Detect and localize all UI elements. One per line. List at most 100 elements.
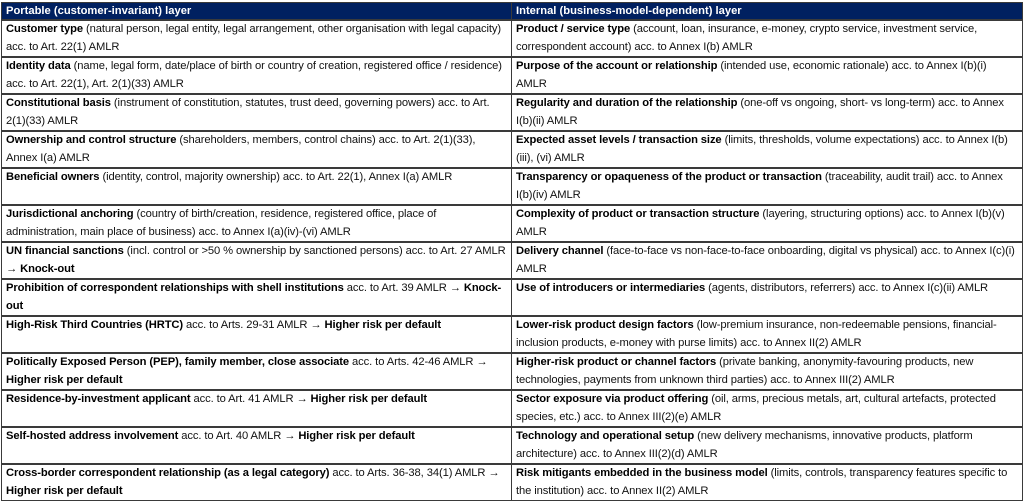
internal-layer-cell: Expected asset levels / transaction size…: [511, 130, 1023, 169]
portable-layer-cell: Politically Exposed Person (PEP), family…: [1, 352, 512, 391]
portable-layer-cell: Residence-by-investment applicant acc. t…: [1, 389, 512, 428]
cell-bold-text: Risk mitigants embedded in the business …: [516, 467, 768, 479]
cell-text: (country of birth/creation, residence, r…: [6, 208, 437, 238]
table-row: Prohibition of correspondent relationshi…: [1, 278, 1023, 317]
cell-text: (new delivery mechanisms, innovative pro…: [516, 430, 973, 460]
cell-bold-text: Customer type: [6, 23, 84, 35]
table-row: Constitutional basis (instrument of cons…: [1, 93, 1023, 132]
cell-bold-text: Identity data: [6, 60, 71, 72]
cell-text: (one-off vs ongoing, short- vs long-term…: [516, 97, 1004, 127]
cell-text: (name, legal form, date/place of birth o…: [6, 60, 502, 90]
cell-text: (intended use, economic rationale) acc. …: [516, 60, 987, 90]
cell-bold-text: Technology and operational setup: [516, 430, 695, 442]
cell-bold-text: Knock-out: [6, 282, 502, 312]
table-row: Customer type (natural person, legal ent…: [1, 19, 1023, 58]
cell-bold-text: Transparency or opaqueness of the produc…: [516, 171, 822, 183]
cell-bold-text: Ownership and control structure: [6, 134, 177, 146]
cell-text: acc. to Arts. 36-38, 34(1) AMLR →: [329, 467, 500, 479]
table-row: Beneficial owners (identity, control, ma…: [1, 167, 1023, 206]
portable-layer-cell: Cross-border correspondent relationship …: [1, 463, 512, 501]
cell-bold-text: Knock-out: [20, 262, 75, 275]
internal-layer-cell: Higher-risk product or channel factors (…: [511, 352, 1023, 391]
cell-bold-text: Lower-risk product design factors: [516, 319, 694, 331]
internal-layer-cell: Complexity of product or transaction str…: [511, 204, 1023, 243]
table-row: Residence-by-investment applicant acc. t…: [1, 389, 1023, 428]
internal-layer-cell: Risk mitigants embedded in the business …: [511, 463, 1023, 501]
cell-text: (shareholders, members, control chains) …: [6, 134, 476, 164]
cell-bold-text: Purpose of the account or relationship: [516, 60, 718, 72]
portable-layer-cell: Jurisdictional anchoring (country of bir…: [1, 204, 512, 243]
internal-layer-cell: Lower-risk product design factors (low-p…: [511, 315, 1023, 354]
cell-text: (identity, control, majority ownership) …: [99, 171, 453, 183]
cell-text: (face-to-face vs non-face-to-face onboar…: [516, 245, 1015, 275]
cell-text: (incl. control or >50 % ownership by san…: [6, 245, 506, 275]
cell-text: (instrument of constitution, statutes, t…: [6, 97, 490, 127]
cell-text: (natural person, legal entity, legal arr…: [6, 23, 502, 53]
table-row: Politically Exposed Person (PEP), family…: [1, 352, 1023, 391]
cell-text: (private banking, anonymity-favouring pr…: [516, 356, 974, 386]
table-row: Self-hosted address involvement acc. to …: [1, 426, 1023, 465]
portable-layer-cell: UN financial sanctions (incl. control or…: [1, 241, 512, 280]
cell-text: (layering, structuring options) acc. to …: [516, 208, 1005, 238]
cell-text: (agents, distributors, referrers) acc. t…: [705, 282, 989, 294]
cell-text: acc. to Art. 39 AMLR →: [343, 282, 464, 294]
cell-bold-text: Higher risk per default: [6, 484, 123, 497]
cell-text: acc. to Arts. 42-46 AMLR →: [349, 356, 488, 368]
cell-bold-text: High-Risk Third Countries (HRTC): [6, 319, 184, 331]
cell-bold-text: Higher risk per default: [298, 430, 415, 442]
cell-bold-text: Politically Exposed Person (PEP), family…: [6, 356, 350, 368]
cell-bold-text: Expected asset levels / transaction size: [516, 134, 722, 146]
portable-layer-cell: High-Risk Third Countries (HRTC) acc. to…: [1, 315, 512, 354]
cell-text: (low-premium insurance, non-redeemable p…: [516, 319, 997, 349]
portable-layer-cell: Identity data (name, legal form, date/pl…: [1, 56, 512, 95]
table-row: Ownership and control structure (shareho…: [1, 130, 1023, 169]
cell-bold-text: Higher-risk product or channel factors: [516, 356, 717, 368]
internal-layer-cell: Transparency or opaqueness of the produc…: [511, 167, 1023, 206]
portable-layer-cell: Prohibition of correspondent relationshi…: [1, 278, 512, 317]
cell-text: acc. to Art. 40 AMLR →: [178, 430, 299, 442]
internal-layer-cell: Product / service type (account, loan, i…: [511, 19, 1023, 58]
internal-layer-cell: Use of introducers or intermediaries (ag…: [511, 278, 1023, 317]
header-internal-layer: Internal (business-model-dependent) laye…: [511, 2, 1023, 21]
cell-bold-text: Jurisdictional anchoring: [6, 208, 134, 220]
cell-bold-text: Self-hosted address involvement: [6, 430, 179, 442]
cell-bold-text: UN financial sanctions: [6, 245, 124, 257]
cell-bold-text: Higher risk per default: [6, 373, 123, 386]
table-row: UN financial sanctions (incl. control or…: [1, 241, 1023, 280]
header-portable-layer: Portable (customer-invariant) layer: [1, 2, 512, 21]
portable-layer-cell: Ownership and control structure (shareho…: [1, 130, 512, 169]
cell-bold-text: Complexity of product or transaction str…: [516, 208, 760, 220]
table-row: Identity data (name, legal form, date/pl…: [1, 56, 1023, 95]
internal-layer-cell: Technology and operational setup (new de…: [511, 426, 1023, 465]
cell-bold-text: Constitutional basis: [6, 97, 111, 109]
table-row: Cross-border correspondent relationship …: [1, 463, 1023, 501]
cell-text: (traceability, audit trail) acc. to Anne…: [516, 171, 1003, 201]
cell-bold-text: Cross-border correspondent relationship …: [6, 467, 330, 479]
cell-bold-text: Delivery channel: [516, 245, 604, 257]
cell-text: (oil, arms, precious metals, art, cultur…: [516, 393, 996, 423]
table-row: Jurisdictional anchoring (country of bir…: [1, 204, 1023, 243]
portable-layer-cell: Self-hosted address involvement acc. to …: [1, 426, 512, 465]
internal-layer-cell: Delivery channel (face-to-face vs non-fa…: [511, 241, 1023, 280]
portable-layer-cell: Customer type (natural person, legal ent…: [1, 19, 512, 58]
cell-bold-text: Beneficial owners: [6, 171, 100, 183]
cell-bold-text: Product / service type: [516, 23, 631, 35]
internal-layer-cell: Regularity and duration of the relations…: [511, 93, 1023, 132]
cell-text: acc. to Arts. 29-31 AMLR →: [183, 319, 325, 331]
cell-text: (limits, thresholds, volume expectations…: [516, 134, 1008, 164]
internal-layer-cell: Sector exposure via product offering (oi…: [511, 389, 1023, 428]
table-body: Customer type (natural person, legal ent…: [1, 19, 1023, 501]
cell-bold-text: Prohibition of correspondent relationshi…: [6, 282, 344, 294]
cell-bold-text: Regularity and duration of the relations…: [516, 97, 738, 109]
table-row: High-Risk Third Countries (HRTC) acc. to…: [1, 315, 1023, 354]
cell-text: acc. to Art. 41 AMLR →: [190, 393, 311, 405]
cell-bold-text: Sector exposure via product offering: [516, 393, 709, 405]
cell-bold-text: Use of introducers or intermediaries: [516, 282, 706, 294]
portable-layer-cell: Constitutional basis (instrument of cons…: [1, 93, 512, 132]
cell-bold-text: Residence-by-investment applicant: [6, 393, 191, 405]
internal-layer-cell: Purpose of the account or relationship (…: [511, 56, 1023, 95]
cell-text: (account, loan, insurance, e-money, cryp…: [516, 23, 978, 53]
cell-bold-text: Higher risk per default: [324, 319, 442, 331]
portable-layer-cell: Beneficial owners (identity, control, ma…: [1, 167, 512, 206]
